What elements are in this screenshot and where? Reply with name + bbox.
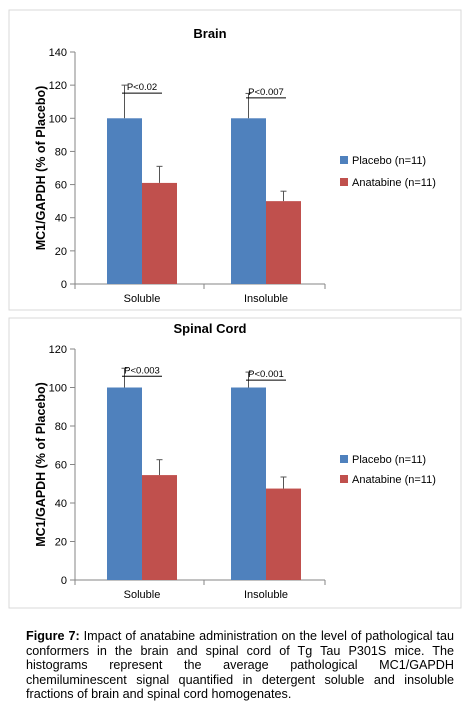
anatabine-bar (266, 488, 301, 580)
x-category-label: Soluble (124, 589, 161, 601)
brain-chart: Brain MC1/GAPDH (% of Placebo) 0 20 40 60 80 10… (34, 26, 436, 305)
y-tick-label: 60 (55, 460, 67, 472)
significance-label: P<0.02 (127, 82, 157, 93)
y-tick-label: 20 (55, 537, 67, 549)
y-tick-label: 80 (55, 421, 67, 433)
legend-swatch (340, 475, 348, 483)
legend-swatch (340, 156, 348, 164)
significance-label: P<0.007 (248, 87, 284, 98)
legend-label: Anatabine (n=11) (352, 474, 436, 486)
y-tick-label: 20 (55, 246, 67, 258)
placebo-bar (231, 118, 266, 285)
y-tick-label: 80 (55, 146, 67, 158)
legend-label: Placebo (n=11) (352, 454, 426, 466)
significance-label: P<0.003 (124, 365, 160, 376)
y-tick-label: 60 (55, 180, 67, 192)
y-tick-label: 40 (55, 498, 67, 510)
x-category-label: Insoluble (244, 589, 288, 601)
y-tick-label: 100 (49, 113, 67, 125)
x-category-label: Insoluble (244, 293, 288, 305)
y-axis-label: MC1/GAPDH (% of Placebo) (34, 382, 48, 547)
y-tick-label: 40 (55, 213, 67, 225)
y-tick-label: 140 (49, 47, 67, 59)
chart-title: Spinal Cord (174, 321, 247, 336)
y-tick-label: 120 (49, 344, 67, 356)
caption-text: Impact of anatabine administration on th… (26, 629, 454, 702)
brain-chart-frame (8, 9, 462, 311)
placebo-bar (231, 387, 266, 580)
caption-label: Figure 7: (26, 629, 80, 643)
chart-title: Brain (193, 26, 226, 41)
significance-label: P<0.001 (248, 369, 284, 380)
legend-swatch (340, 455, 348, 463)
x-category-label: Soluble (124, 293, 161, 305)
y-tick-label: 0 (61, 279, 67, 291)
anatabine-bar (142, 475, 177, 580)
figure-caption: Figure 7: Impact of anatabine administra… (26, 629, 454, 702)
anatabine-bar (142, 182, 177, 284)
spinal-chart-frame (8, 317, 462, 609)
y-tick-label: 100 (49, 383, 67, 395)
y-tick-label: 120 (49, 80, 67, 92)
legend-label: Placebo (n=11) (352, 155, 426, 167)
legend-label: Anatabine (n=11) (352, 177, 436, 189)
placebo-bar (107, 118, 142, 285)
legend-swatch (340, 178, 348, 186)
anatabine-bar (266, 201, 301, 284)
placebo-bar (107, 387, 142, 580)
spinal-cord-chart: Spinal Cord MC1/GAPDH (% of Placebo) 0 20 40… (34, 321, 436, 601)
y-tick-label: 0 (61, 575, 67, 587)
y-axis-label: MC1/GAPDH (% of Placebo) (34, 86, 48, 251)
